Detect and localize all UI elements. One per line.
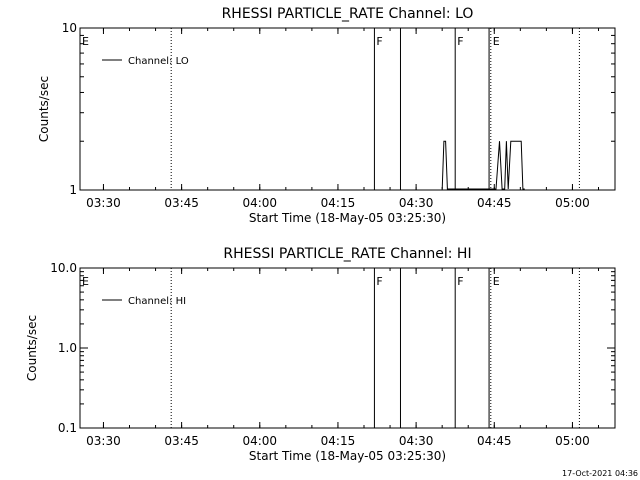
x-tick-label: 04:45 [477, 434, 512, 448]
flag-label: F [457, 35, 463, 48]
x-tick-label: 04:00 [242, 196, 277, 210]
x-tick-label: 04:30 [399, 434, 434, 448]
y-tick-label: 10 [62, 21, 77, 35]
x-tick-label: 04:30 [399, 196, 434, 210]
y-tick-label: 1 [69, 183, 77, 197]
flag-label: F [457, 275, 463, 288]
x-tick-label: 04:45 [477, 196, 512, 210]
y-axis-label: Counts/sec [37, 76, 51, 142]
x-ticks: 03:30 03:45 04:00 04:15 04:30 04:45 05:00 [86, 268, 599, 448]
x-axis-label: Start Time (18-May-05 03:25:30) [249, 211, 446, 225]
flag-label: E [82, 35, 89, 48]
x-tick-label: 05:00 [555, 196, 590, 210]
x-tick-label: 05:00 [555, 434, 590, 448]
plot-frame [79, 27, 616, 191]
footer-timestamp: 17-Oct-2021 04:36 [562, 469, 638, 478]
y-axis-label: Counts/sec [25, 315, 39, 381]
y-tick-label: 1.0 [58, 341, 77, 355]
flag-label: F [376, 275, 382, 288]
chart-title: RHESSI PARTICLE_RATE Channel: HI [223, 246, 471, 262]
x-tick-label: 04:15 [321, 196, 356, 210]
x-tick-label: 03:30 [86, 196, 121, 210]
x-ticks: 03:30 03:45 04:00 04:15 04:30 04:45 05:00 [86, 28, 599, 210]
y-tick-label: 0.1 [58, 421, 77, 435]
y-ticks: 1 10 [62, 21, 615, 197]
x-tick-label: 04:00 [242, 434, 277, 448]
flag-label: E [493, 275, 500, 288]
x-tick-label: 03:45 [164, 196, 199, 210]
x-axis-label: Start Time (18-May-05 03:25:30) [249, 449, 446, 463]
y-tick-label: 10.0 [50, 261, 77, 275]
x-tick-label: 04:15 [321, 434, 356, 448]
x-tick-label: 03:45 [164, 434, 199, 448]
y-ticks: 0.1 1.0 10.0 [50, 261, 615, 435]
x-tick-label: 03:30 [86, 434, 121, 448]
flag-label: E [82, 275, 89, 288]
chart-title: RHESSI PARTICLE_RATE Channel: LO [222, 6, 474, 22]
flag-label: E [493, 35, 500, 48]
flag-label: F [376, 35, 382, 48]
legend-label: Channel: HI [128, 296, 186, 307]
legend-label: Channel: LO [128, 56, 189, 67]
plot-frame [79, 267, 616, 429]
series-line [441, 140, 525, 190]
